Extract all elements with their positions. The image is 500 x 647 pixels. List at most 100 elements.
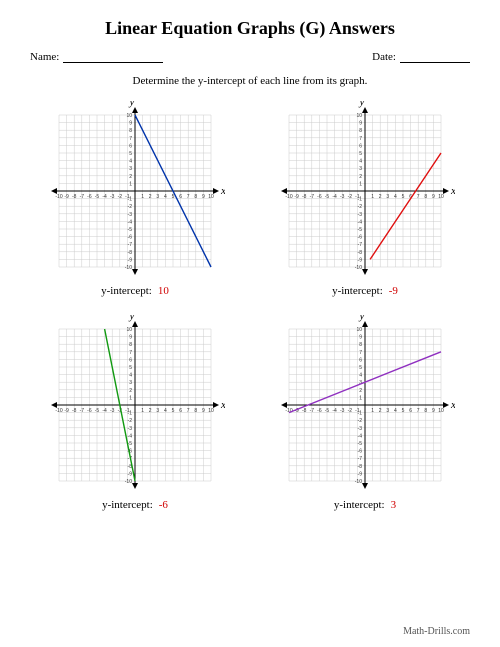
date-label: Date: (372, 51, 396, 63)
svg-text:-9: -9 (294, 194, 299, 200)
svg-text:6: 6 (359, 357, 362, 363)
name-field: Name: (30, 51, 163, 63)
svg-text:-4: -4 (128, 219, 133, 225)
svg-text:5: 5 (359, 151, 362, 157)
svg-text:-1: -1 (128, 197, 133, 203)
svg-text:10: 10 (126, 327, 132, 333)
svg-text:-4: -4 (332, 194, 337, 200)
date-blank[interactable] (400, 51, 470, 63)
chart-1: -10-9-8-7-6-5-4-3-2-112345678910-10-9-8-… (45, 101, 225, 297)
answer-value: 10 (158, 285, 169, 297)
svg-text:4: 4 (129, 373, 132, 379)
svg-text:8: 8 (129, 342, 132, 348)
svg-text:8: 8 (424, 194, 427, 200)
svg-text:-8: -8 (302, 408, 307, 414)
chart-4: -10-9-8-7-6-5-4-3-2-112345678910-10-9-8-… (275, 315, 455, 511)
svg-text:2: 2 (379, 408, 382, 414)
chart-grid: -10-9-8-7-6-5-4-3-2-112345678910-10-9-8-… (30, 101, 470, 511)
svg-text:x: x (450, 185, 455, 197)
svg-text:3: 3 (359, 166, 362, 172)
svg-text:y: y (359, 101, 365, 108)
svg-text:10: 10 (208, 408, 214, 414)
chart-1-svg: -10-9-8-7-6-5-4-3-2-112345678910-10-9-8-… (45, 101, 225, 281)
svg-text:-9: -9 (358, 257, 363, 263)
svg-text:-10: -10 (355, 479, 362, 485)
svg-text:7: 7 (359, 136, 362, 142)
svg-text:-3: -3 (110, 194, 115, 200)
svg-text:-10: -10 (125, 479, 132, 485)
svg-text:10: 10 (126, 113, 132, 119)
svg-text:-10: -10 (55, 408, 62, 414)
svg-text:9: 9 (432, 408, 435, 414)
svg-text:y: y (359, 315, 365, 322)
name-blank[interactable] (63, 51, 163, 63)
svg-text:9: 9 (202, 408, 205, 414)
svg-text:1: 1 (359, 395, 362, 401)
svg-text:-8: -8 (128, 250, 133, 256)
svg-text:-2: -2 (128, 418, 133, 424)
svg-text:8: 8 (359, 128, 362, 134)
svg-text:-4: -4 (358, 433, 363, 439)
svg-text:x: x (450, 399, 455, 411)
answer-value: -9 (389, 285, 398, 297)
svg-text:-3: -3 (340, 194, 345, 200)
svg-text:6: 6 (179, 194, 182, 200)
svg-text:-3: -3 (340, 408, 345, 414)
answer-label: y-intercept: (102, 499, 153, 511)
svg-text:-5: -5 (128, 227, 133, 233)
svg-text:-7: -7 (80, 194, 85, 200)
svg-text:1: 1 (129, 395, 132, 401)
chart-4-answer: y-intercept: 3 (334, 499, 396, 511)
svg-text:-1: -1 (358, 197, 363, 203)
chart-3: -10-9-8-7-6-5-4-3-2-112345678910-10-9-8-… (45, 315, 225, 511)
svg-text:-5: -5 (95, 408, 100, 414)
svg-text:4: 4 (394, 194, 397, 200)
answer-value: 3 (391, 499, 397, 511)
svg-text:-7: -7 (128, 242, 133, 248)
svg-text:1: 1 (371, 408, 374, 414)
svg-text:-8: -8 (358, 464, 363, 470)
svg-text:-8: -8 (72, 194, 77, 200)
svg-text:3: 3 (386, 194, 389, 200)
svg-text:3: 3 (156, 408, 159, 414)
svg-text:10: 10 (208, 194, 214, 200)
svg-text:9: 9 (202, 194, 205, 200)
svg-text:-4: -4 (332, 408, 337, 414)
svg-text:4: 4 (359, 159, 362, 165)
svg-text:y: y (129, 315, 135, 322)
svg-text:-3: -3 (358, 212, 363, 218)
svg-text:-2: -2 (348, 408, 353, 414)
svg-text:10: 10 (438, 194, 444, 200)
svg-text:-10: -10 (355, 265, 362, 271)
svg-text:4: 4 (394, 408, 397, 414)
svg-text:-10: -10 (125, 265, 132, 271)
svg-text:1: 1 (371, 194, 374, 200)
svg-text:10: 10 (438, 408, 444, 414)
svg-text:8: 8 (194, 408, 197, 414)
svg-text:9: 9 (432, 194, 435, 200)
page-title: Linear Equation Graphs (G) Answers (30, 18, 470, 39)
svg-text:-5: -5 (325, 194, 330, 200)
svg-text:5: 5 (402, 408, 405, 414)
svg-text:2: 2 (149, 408, 152, 414)
svg-text:-5: -5 (358, 227, 363, 233)
svg-text:-6: -6 (87, 194, 92, 200)
chart-2: -10-9-8-7-6-5-4-3-2-112345678910-10-9-8-… (275, 101, 455, 297)
svg-text:x: x (220, 185, 225, 197)
svg-text:-7: -7 (310, 194, 315, 200)
svg-text:-6: -6 (317, 408, 322, 414)
svg-text:-6: -6 (358, 235, 363, 241)
svg-text:2: 2 (149, 194, 152, 200)
svg-text:9: 9 (129, 335, 132, 341)
svg-text:-7: -7 (80, 408, 85, 414)
chart-3-svg: -10-9-8-7-6-5-4-3-2-112345678910-10-9-8-… (45, 315, 225, 495)
svg-text:-8: -8 (358, 250, 363, 256)
chart-3-answer: y-intercept: -6 (102, 499, 168, 511)
svg-text:-4: -4 (102, 408, 107, 414)
svg-text:y: y (129, 101, 135, 108)
svg-text:7: 7 (417, 408, 420, 414)
svg-text:-6: -6 (128, 235, 133, 241)
svg-text:-4: -4 (128, 433, 133, 439)
svg-text:2: 2 (129, 174, 132, 180)
svg-text:1: 1 (129, 181, 132, 187)
